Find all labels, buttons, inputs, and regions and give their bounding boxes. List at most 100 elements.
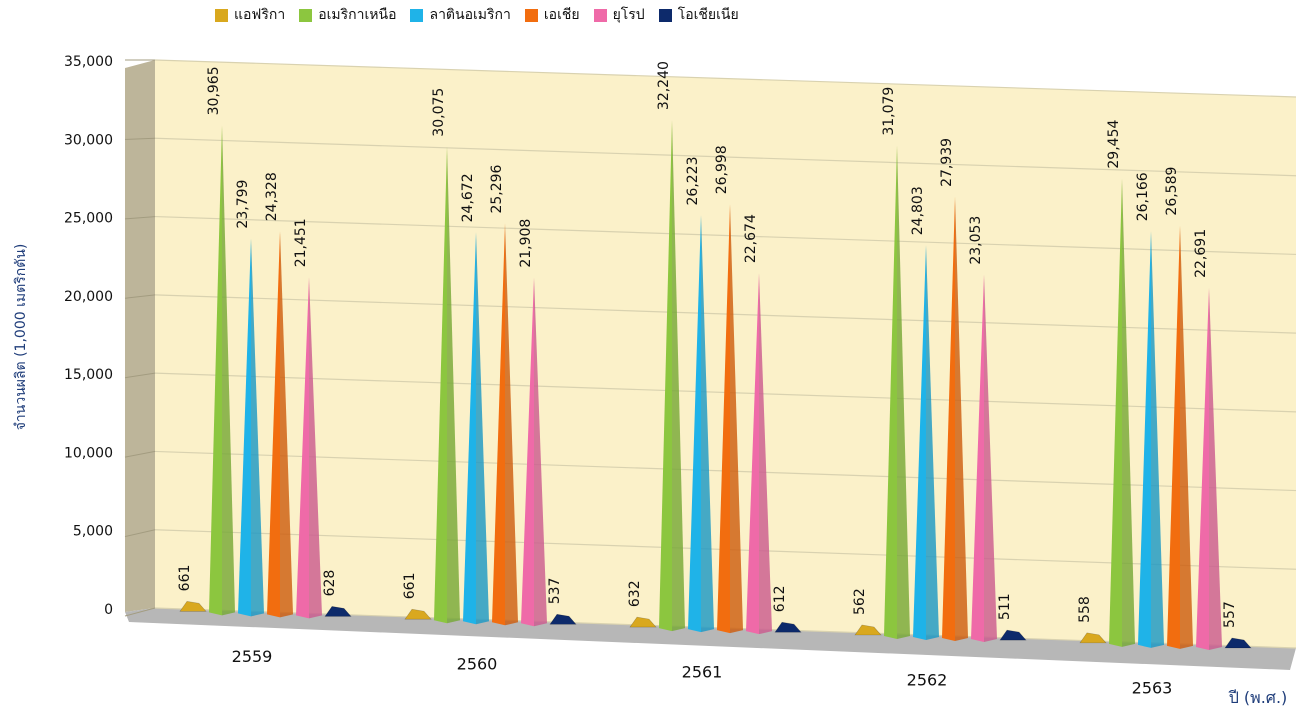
cone-mark-shadow <box>1180 225 1193 649</box>
cone-mark-shade <box>1122 178 1135 647</box>
cone-mark-shade <box>476 232 489 625</box>
data-label: 24,672 <box>460 173 476 222</box>
cone-mark-shade <box>505 223 518 626</box>
cone-mark <box>324 606 352 617</box>
legend-item-north-america: อเมริกาเหนือ <box>299 4 396 26</box>
cone-mark <box>404 608 432 620</box>
data-label: 26,223 <box>685 156 701 205</box>
cone-mark-shade <box>251 238 264 617</box>
data-label: 537 <box>547 578 563 605</box>
category-label: 2560 <box>457 655 498 674</box>
cone-mark <box>659 120 672 632</box>
x-axis-title: ปี (พ.ศ.) <box>1228 688 1287 707</box>
y-tick-label: 25,000 <box>64 211 113 227</box>
y-axis-ticks: 0 5,000 10,000 15,000 20,000 25,000 30,000 35,0… <box>64 54 113 618</box>
gridline <box>154 59 1297 98</box>
data-label: 26,998 <box>714 145 730 194</box>
cone-mark <box>549 613 577 625</box>
cone-mark <box>971 274 984 643</box>
data-label: 30,075 <box>431 88 447 137</box>
cone-mark-shadow <box>476 232 489 625</box>
side-gridline <box>124 450 156 458</box>
gridline <box>154 294 1297 334</box>
cone-mark <box>1138 231 1151 648</box>
data-label: 511 <box>997 593 1013 620</box>
data-label: 29,454 <box>1106 120 1122 169</box>
cone-mark <box>746 273 759 635</box>
cone-mark-shadow <box>1122 178 1135 647</box>
side-gridline <box>124 294 156 299</box>
cone-mark-shadow <box>730 204 743 634</box>
cone-mark <box>521 277 534 627</box>
cone-mark-shadow <box>222 125 235 616</box>
cone-mark-shade <box>730 204 743 634</box>
y-tick-label: 5,000 <box>73 524 113 540</box>
data-label: 562 <box>852 588 868 615</box>
cone-mark <box>688 215 701 633</box>
legend-label-africa: แอฟริกา <box>234 7 286 23</box>
category-label: 2562 <box>907 670 948 689</box>
data-label: 632 <box>627 580 643 607</box>
legend-label-north-america: อเมริกาเหนือ <box>318 7 397 23</box>
cone-mark-shadow <box>251 238 264 617</box>
cone-mark-shadow <box>505 223 518 626</box>
cone-mark <box>1224 637 1252 649</box>
gridline <box>154 137 1297 177</box>
cone-mark-shade <box>1209 287 1222 650</box>
legend-item-latin-america: ลาตินอเมริกา <box>410 4 511 26</box>
cone-mark <box>942 196 955 642</box>
cone-mark <box>492 223 505 626</box>
data-label: 25,296 <box>489 164 505 213</box>
data-label: 628 <box>322 570 338 597</box>
cone-mark-shade <box>222 125 235 616</box>
data-label: 26,166 <box>1135 172 1151 221</box>
data-label: 30,965 <box>206 66 222 115</box>
cone-mark <box>913 245 926 641</box>
category-label: 2559 <box>232 647 273 666</box>
cone-mark <box>629 616 657 628</box>
cone-mark <box>999 629 1027 641</box>
cone-mark-shade <box>447 146 460 624</box>
floor <box>125 608 1296 670</box>
chart-legend: แอฟริกา อเมริกาเหนือ ลาตินอเมริกา เอเชีย… <box>215 4 739 26</box>
side-gridline <box>124 372 156 379</box>
data-label: 24,803 <box>910 186 926 235</box>
cone-mark-shadow <box>897 145 910 640</box>
cone-mark-shade <box>759 273 772 635</box>
side-gridline <box>124 529 156 538</box>
cone-mark-shade <box>1180 225 1193 649</box>
data-label: 661 <box>177 565 193 592</box>
data-label: 661 <box>402 572 418 599</box>
legend-label-oceania: โอเชียเนีย <box>677 7 739 23</box>
cone-mark-shade <box>534 277 547 627</box>
cone-mark <box>209 125 222 616</box>
y-tick-label: 35,000 <box>64 54 113 70</box>
cone-mark-shadow <box>447 146 460 624</box>
legend-item-europe: ยุโรป <box>593 4 645 26</box>
cone-mark-shade <box>280 231 293 618</box>
data-label: 23,053 <box>968 216 984 265</box>
legend-swatch-oceania <box>658 8 672 22</box>
legend-label-latin-america: ลาตินอเมริกา <box>429 7 511 23</box>
y-tick-label: 20,000 <box>64 289 113 305</box>
cone-mark <box>1079 632 1107 644</box>
cone-mark-shade <box>926 245 939 641</box>
cone-mark-shade <box>897 145 910 640</box>
cone-mark <box>717 204 730 634</box>
legend-label-europe: ยุโรป <box>612 7 645 23</box>
data-label: 557 <box>1222 601 1238 628</box>
cone-mark-shadow <box>534 277 547 627</box>
cone-mark-shade <box>955 196 968 642</box>
cone-mark <box>1109 178 1122 647</box>
legend-item-africa: แอฟริกา <box>215 4 285 26</box>
cone-mark <box>434 146 447 624</box>
category-label: 2561 <box>682 663 723 682</box>
legend-swatch-asia <box>524 8 538 22</box>
data-label: 21,451 <box>293 218 309 267</box>
data-label: 22,691 <box>1193 229 1209 278</box>
data-label: 27,939 <box>939 138 955 187</box>
y-tick-label: 0 <box>104 602 113 618</box>
cone-mark-shadow <box>280 231 293 618</box>
cone-mark-shadow <box>955 196 968 642</box>
cone-mark-shadow <box>759 273 772 635</box>
